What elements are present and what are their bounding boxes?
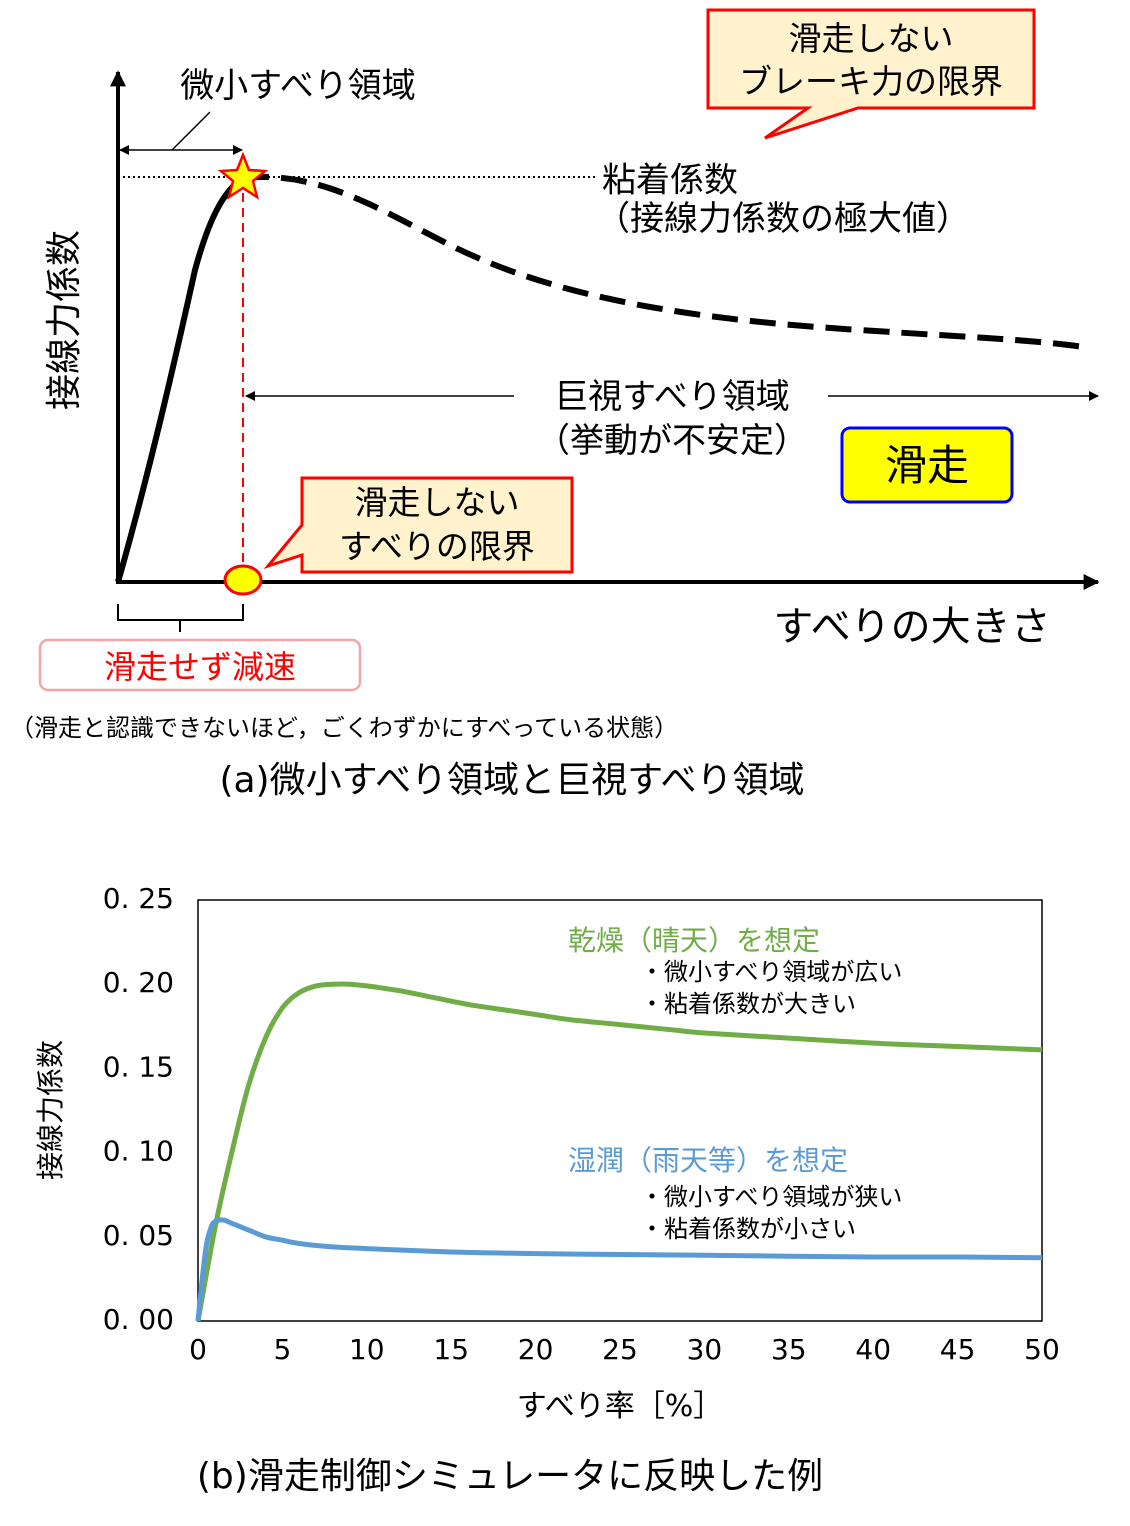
adhesion-peak-star (217, 151, 269, 200)
panel-b-caption: (b)滑走制御シミュレータに反映した例 (197, 1456, 823, 1497)
y-tick-label: 0. 25 (103, 882, 174, 915)
x-tick-label: 35 (771, 1333, 807, 1366)
x-tick-label: 5 (273, 1333, 291, 1366)
x-tick-label: 20 (518, 1333, 554, 1366)
decel-label: 滑走せず減速 (104, 648, 296, 686)
micro-region-label: 微小すべり領域 (180, 66, 416, 106)
panel-a-y-label: 接線力係数 (44, 230, 85, 410)
x-tick-label: 25 (602, 1333, 638, 1366)
panel-a-caption: (a)微小すべり領域と巨視すべり領域 (219, 760, 804, 801)
callout-brake-limit-line2: ブレーキ力の限界 (739, 62, 1003, 101)
panel-a-x-label: すべりの大きさ (773, 604, 1050, 650)
wet-series-note-1: ・微小すべり領域が狭い (640, 1183, 902, 1211)
macro-region-sub-label: （挙動が不安定） (536, 421, 808, 461)
micro-region-leader (171, 111, 211, 151)
macro-region-label: 巨視すべり領域 (554, 377, 790, 417)
slide-badge-label: 滑走 (885, 441, 969, 490)
dry-series-label: 乾燥（晴天）を想定 (568, 924, 820, 957)
callout-slip-limit-line1: 滑走しない (355, 483, 520, 522)
dry-series-note-1: ・微小すべり領域が広い (640, 958, 902, 986)
wet-series-note-2: ・粘着係数が小さい (640, 1215, 856, 1243)
dry-series-line (195, 981, 1043, 1322)
decel-bracket (117, 604, 244, 632)
callout-brake-limit-box (706, 8, 1036, 140)
panel-b: 0. 00 0. 05 0. 10 0. 15 0. 20 0. 25 0 5 10 15 20 2… (34, 882, 1060, 1497)
x-tick-label: 45 (940, 1333, 976, 1366)
wet-series-label: 湿潤（雨天等）を想定 (568, 1144, 848, 1177)
x-tick-label: 30 (687, 1333, 723, 1366)
tangent-force-curve-solid (115, 175, 245, 583)
y-tick-label: 0. 05 (103, 1219, 174, 1252)
y-tick-label: 0. 10 (103, 1135, 174, 1168)
panel-b-x-label: すべり率［%］ (517, 1389, 723, 1424)
x-tick-label: 15 (433, 1333, 469, 1366)
panel-b-y-label: 接線力係数 (34, 1040, 67, 1180)
series-layer (195, 981, 1043, 1322)
y-tick-label: 0. 15 (103, 1050, 174, 1083)
decel-label-box (38, 638, 362, 692)
x-tick-label: 10 (349, 1333, 385, 1366)
tangent-force-curve-dashed (242, 174, 1091, 351)
slide-badge-box (840, 426, 1014, 504)
callout-slip-limit-box (263, 476, 574, 574)
panel-a: 接線力係数 すべりの大きさ 微小すべり領域 粘着係数 （接線力係数の極大値） 巨… (10, 8, 1100, 801)
x-tick-label: 50 (1024, 1333, 1060, 1366)
adhesion-sub-label: （接線力係数の極大値） (596, 199, 970, 239)
callout-brake-limit-line1: 滑走しない (789, 19, 954, 58)
slip-limit-marker (223, 564, 263, 596)
callout-slip-limit-line2: すべりの限界 (339, 527, 535, 566)
y-tick-label: 0. 00 (103, 1303, 174, 1336)
wet-series-line (195, 1217, 1043, 1322)
x-tick-labels: 0 5 10 15 20 25 30 35 40 45 50 (189, 1333, 1060, 1366)
y-tick-label: 0. 20 (103, 966, 174, 999)
dry-series-note-2: ・粘着係数が大きい (640, 990, 856, 1018)
y-tick-labels: 0. 00 0. 05 0. 10 0. 15 0. 20 0. 25 (103, 882, 174, 1336)
panel-a-note: （滑走と認識できないほど，ごくわずかにすべっている状態） (10, 714, 678, 742)
x-tick-label: 0 (189, 1333, 207, 1366)
adhesion-label: 粘着係数 (602, 161, 738, 201)
x-tick-label: 40 (855, 1333, 891, 1366)
plot-frame (197, 899, 1043, 1322)
